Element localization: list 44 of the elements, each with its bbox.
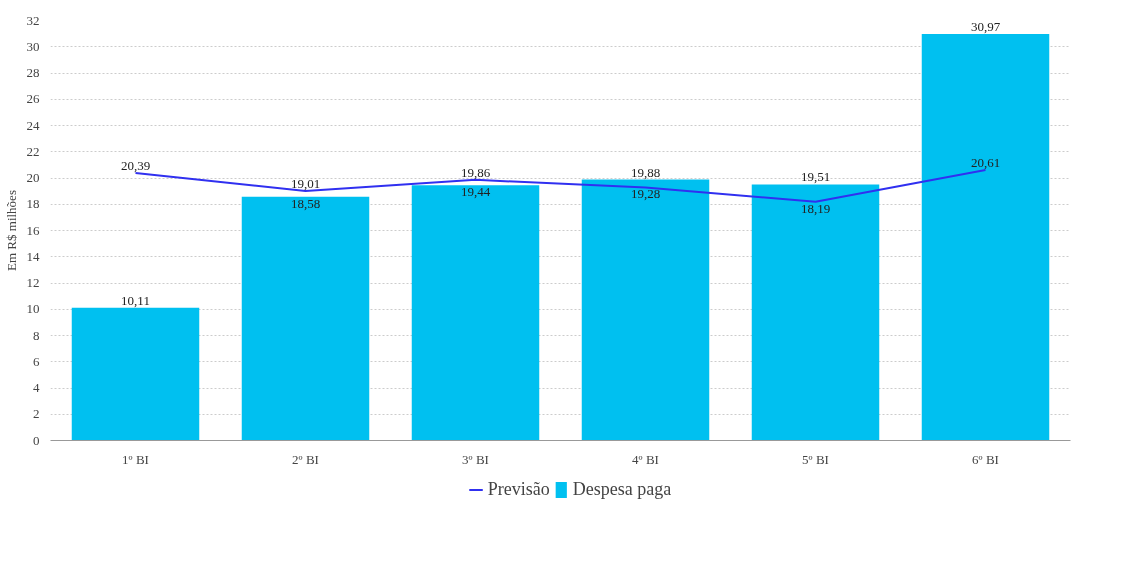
bar — [241, 196, 370, 441]
y-tick-label: 26 — [26, 91, 40, 107]
x-tick-label: 5º BI — [802, 451, 829, 467]
y-tick-label: 28 — [26, 65, 40, 80]
x-tick-label: 1º BI — [122, 451, 149, 467]
data-label: 18,58 — [290, 195, 321, 211]
data-label: 30,97 — [970, 19, 1001, 35]
legend-label: Despesa paga — [572, 478, 672, 500]
y-tick-label: 2 — [33, 406, 40, 422]
data-label: 19,51 — [800, 169, 831, 185]
bar — [921, 34, 1050, 441]
y-tick-label: 4 — [33, 380, 40, 395]
y-tick-label: 22 — [26, 143, 40, 159]
y-tick-label: 30 — [26, 38, 40, 54]
y-tick-label: 24 — [26, 117, 40, 133]
data-label: 19,01 — [290, 175, 321, 191]
data-label: 18,19 — [800, 200, 831, 216]
y-tick-label: 12 — [26, 275, 40, 290]
x-tick-label: 4º BI — [632, 451, 659, 467]
x-tick-label: 3º BI — [462, 451, 489, 467]
data-label: 20,61 — [970, 154, 1001, 170]
y-tick-label: 16 — [26, 222, 40, 238]
x-tick-label: 6º BI — [972, 451, 999, 467]
y-tick-label: 32 — [26, 12, 40, 28]
data-label: 19,44 — [460, 184, 491, 200]
y-tick-label: 8 — [33, 327, 40, 343]
data-label: 19,86 — [460, 164, 491, 180]
bar — [581, 179, 710, 441]
bar — [71, 307, 200, 441]
y-tick-label: 10 — [26, 301, 40, 317]
legend-label: Previsão — [487, 478, 550, 500]
data-label: 20,39 — [120, 157, 151, 173]
y-axis-title: Em R$ milhões — [3, 190, 19, 271]
y-tick-label: 0 — [33, 432, 40, 448]
y-tick-label: 6 — [33, 353, 40, 369]
data-label: 10,11 — [121, 292, 150, 308]
y-tick-label: 18 — [26, 196, 40, 212]
data-label: 19,28 — [630, 186, 661, 202]
bar — [411, 185, 540, 441]
y-tick-label: 14 — [26, 248, 40, 264]
data-label: 19,88 — [630, 164, 661, 180]
bar — [751, 184, 880, 441]
y-tick-label: 20 — [26, 170, 40, 185]
x-tick-label: 2º BI — [292, 451, 319, 467]
